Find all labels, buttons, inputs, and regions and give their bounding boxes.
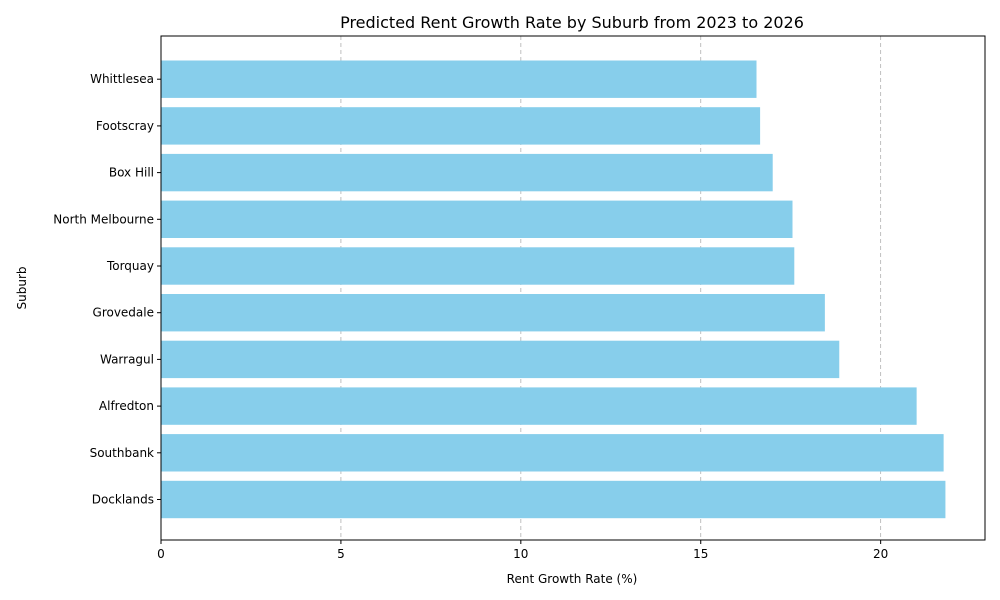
y-tick-label-2: Alfredton (99, 399, 154, 413)
bar-0 (161, 480, 946, 519)
bar-9 (161, 60, 757, 98)
x-axis-ticks: 0 5 10 15 20 (157, 540, 888, 561)
y-tick-label-4: Grovedale (93, 306, 154, 320)
x-tick-label-4: 20 (873, 547, 888, 561)
y-tick-label-0: Docklands (92, 493, 154, 507)
y-tick-label-6: North Melbourne (53, 212, 154, 226)
y-tick-label-8: Footscray (96, 119, 154, 133)
x-axis-label: Rent Growth Rate (%) (507, 572, 638, 586)
y-tick-label-3: Warragul (100, 352, 154, 366)
x-tick-label-3: 15 (693, 547, 708, 561)
bar-4 (161, 294, 825, 332)
x-tick-label-2: 10 (513, 547, 528, 561)
bar-8 (161, 107, 761, 145)
chart-title: Predicted Rent Growth Rate by Suburb fro… (340, 13, 804, 32)
bar-1 (161, 434, 944, 472)
x-tick-label-1: 5 (337, 547, 345, 561)
y-tick-label-7: Box Hill (109, 166, 154, 180)
bar-3 (161, 340, 840, 379)
bar-6 (161, 200, 793, 238)
bar-5 (161, 247, 795, 285)
y-tick-label-5: Torquay (106, 259, 154, 273)
y-axis-label: Suburb (15, 267, 29, 310)
bar-2 (161, 387, 917, 425)
y-axis-ticks: Docklands Southbank Alfredton Warragul Grove… (53, 72, 161, 507)
bar-7 (161, 153, 773, 192)
bars (161, 60, 946, 519)
y-tick-label-1: Southbank (90, 446, 154, 460)
plot-frame (160, 35, 986, 541)
x-tick-label-0: 0 (157, 547, 165, 561)
y-tick-label-9: Whittlesea (90, 72, 154, 86)
